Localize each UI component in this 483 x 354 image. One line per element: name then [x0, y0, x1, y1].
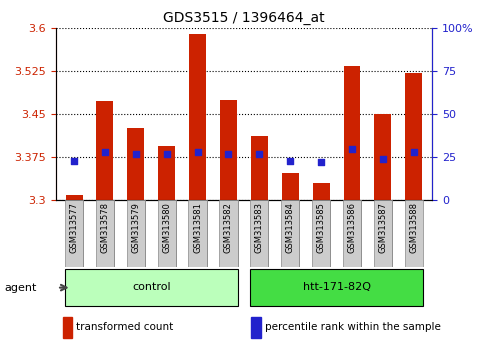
- Text: GSM313581: GSM313581: [193, 202, 202, 253]
- Text: GSM313582: GSM313582: [224, 202, 233, 253]
- FancyBboxPatch shape: [219, 200, 238, 267]
- FancyBboxPatch shape: [65, 269, 238, 306]
- Bar: [220, 100, 237, 200]
- Point: [101, 149, 109, 155]
- FancyBboxPatch shape: [343, 200, 361, 267]
- Point: [194, 149, 201, 155]
- Bar: [189, 34, 206, 200]
- FancyBboxPatch shape: [312, 200, 330, 267]
- Point: [410, 149, 418, 155]
- Bar: [252, 317, 261, 338]
- Bar: [313, 183, 329, 200]
- Point: [256, 151, 263, 156]
- Point: [132, 151, 140, 156]
- Bar: [251, 136, 268, 200]
- Text: GSM313586: GSM313586: [347, 202, 356, 253]
- Text: GSM313580: GSM313580: [162, 202, 171, 253]
- Bar: [66, 195, 83, 200]
- Text: GSM313584: GSM313584: [286, 202, 295, 253]
- FancyBboxPatch shape: [65, 200, 83, 267]
- FancyBboxPatch shape: [188, 200, 207, 267]
- Text: GSM313583: GSM313583: [255, 202, 264, 253]
- Bar: [405, 73, 422, 200]
- Bar: [63, 317, 72, 338]
- FancyBboxPatch shape: [374, 200, 392, 267]
- Bar: [343, 65, 360, 200]
- Text: percentile rank within the sample: percentile rank within the sample: [265, 322, 440, 332]
- Point: [163, 151, 170, 156]
- Point: [70, 158, 78, 163]
- Text: GSM313578: GSM313578: [100, 202, 110, 253]
- Point: [348, 146, 356, 152]
- FancyBboxPatch shape: [127, 200, 145, 267]
- Bar: [374, 114, 391, 200]
- Bar: [97, 101, 114, 200]
- Text: htt-171-82Q: htt-171-82Q: [302, 282, 370, 292]
- Text: transformed count: transformed count: [76, 322, 173, 332]
- Text: control: control: [132, 282, 170, 292]
- FancyBboxPatch shape: [405, 200, 423, 267]
- FancyBboxPatch shape: [96, 200, 114, 267]
- Bar: [128, 129, 144, 200]
- Text: GSM313588: GSM313588: [409, 202, 418, 253]
- Point: [286, 158, 294, 163]
- Point: [317, 159, 325, 165]
- Point: [379, 156, 387, 162]
- Bar: [282, 172, 298, 200]
- Text: GSM313587: GSM313587: [378, 202, 387, 253]
- FancyBboxPatch shape: [157, 200, 176, 267]
- FancyBboxPatch shape: [281, 200, 299, 267]
- Text: GSM313579: GSM313579: [131, 202, 141, 253]
- Text: agent: agent: [5, 282, 37, 293]
- FancyBboxPatch shape: [250, 200, 269, 267]
- Bar: [158, 145, 175, 200]
- Text: GSM313577: GSM313577: [70, 202, 79, 253]
- Title: GDS3515 / 1396464_at: GDS3515 / 1396464_at: [163, 11, 325, 24]
- Text: GSM313585: GSM313585: [317, 202, 326, 253]
- Point: [225, 151, 232, 156]
- FancyBboxPatch shape: [250, 269, 423, 306]
